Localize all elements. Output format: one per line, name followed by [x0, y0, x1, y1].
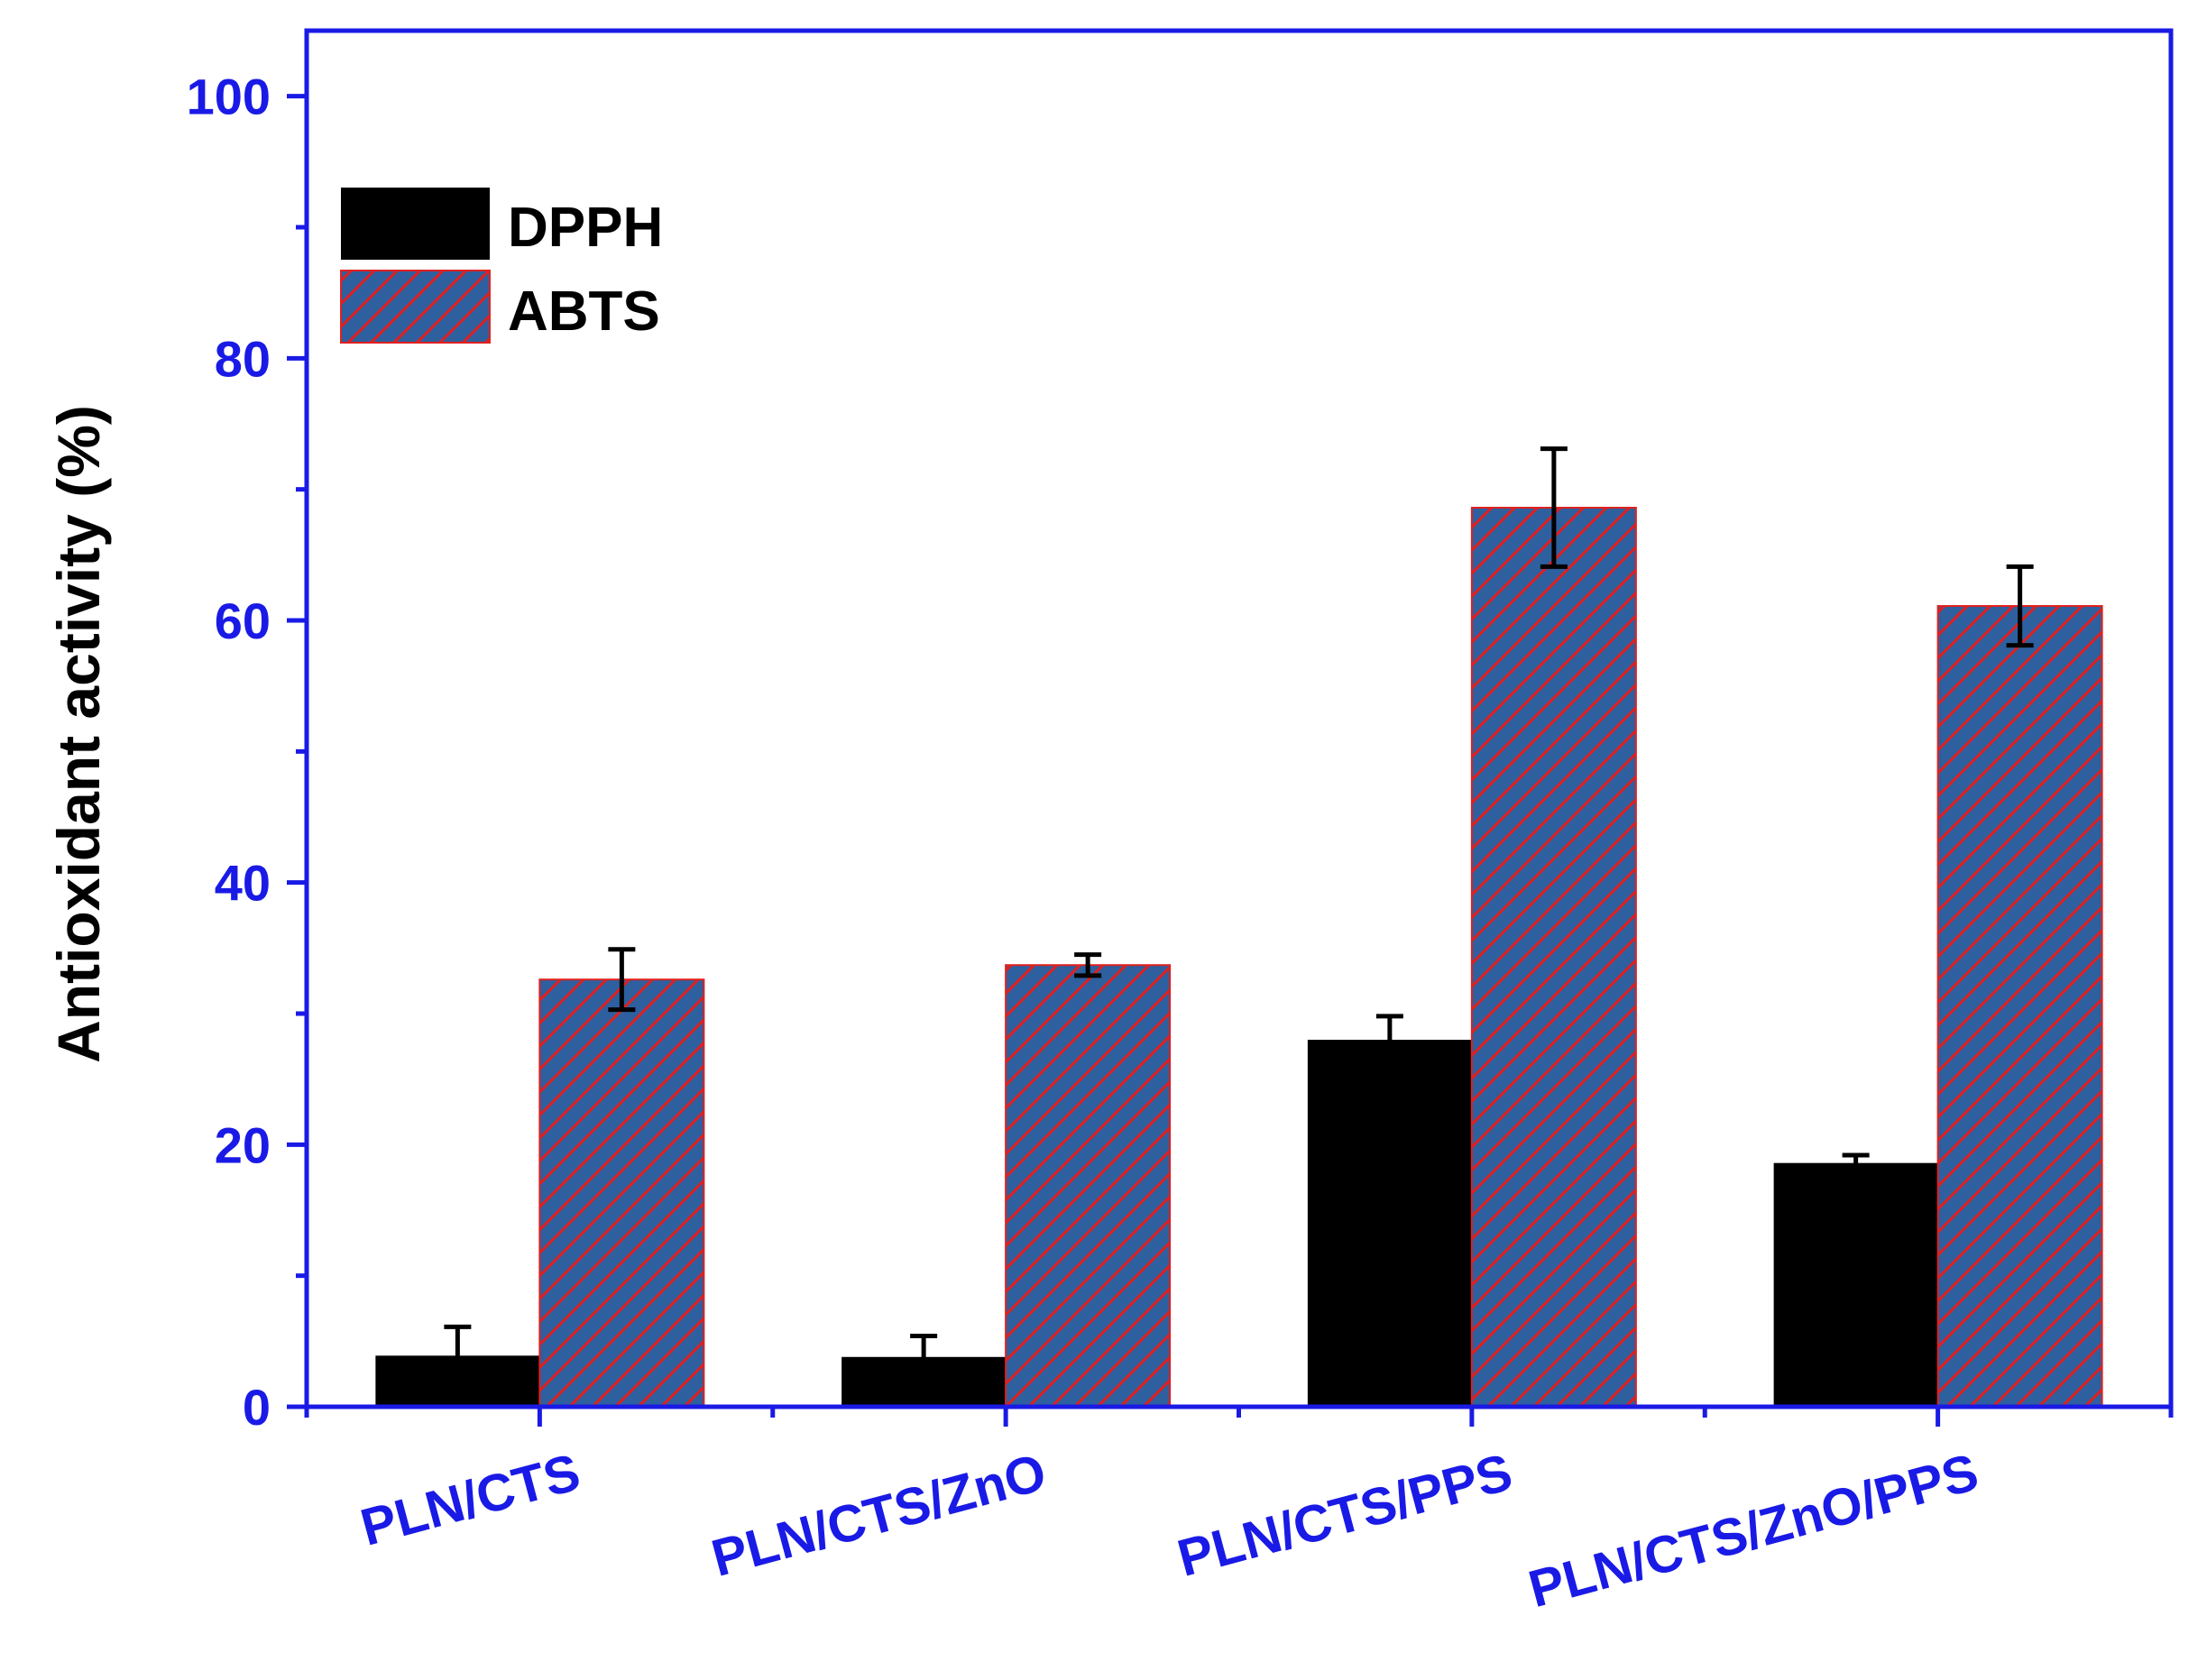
bar-dpph-4	[1773, 1162, 1938, 1407]
bar-abts-2	[1005, 964, 1172, 1409]
legend-label-abts: ABTS	[508, 280, 660, 343]
x-tick-label: PLN/CTS/ZnO	[705, 1443, 1052, 1588]
y-axis-title: Antioxidant activity (%)	[45, 405, 112, 1063]
legend: DPPH ABTS	[340, 188, 663, 344]
x-tick-label: PLN/CTS/PPS	[1172, 1443, 1518, 1588]
y-axis-tick-labels: 0 20 40 60 80 100	[187, 69, 271, 1436]
x-tick-label: PLN/CTS	[354, 1443, 585, 1557]
bars-layer	[375, 507, 2103, 1409]
y-tick-label: 0	[243, 1379, 271, 1436]
legend-swatch-abts	[340, 270, 491, 344]
y-tick-label: 100	[187, 69, 271, 125]
y-axis-ticks	[287, 94, 307, 1409]
bar-abts-3	[1470, 507, 1637, 1408]
bar-abts-1	[538, 978, 705, 1409]
y-tick-label: 60	[215, 592, 271, 649]
x-axis-ticks	[304, 1407, 2174, 1427]
y-tick-label: 40	[215, 855, 271, 912]
x-axis-category-labels: PLN/CTS PLN/CTS/ZnO PLN/CTS/PPS PLN/CTS/ZnO…	[354, 1443, 1984, 1619]
y-tick-label: 20	[215, 1116, 271, 1173]
bar-abts-4	[1936, 605, 2103, 1408]
x-tick-label: PLN/CTS/ZnO/PPS	[1522, 1443, 1984, 1619]
y-tick-label: 80	[215, 330, 271, 387]
legend-swatch-dpph	[341, 188, 490, 260]
bar-dpph-3	[1307, 1040, 1472, 1407]
legend-label-dpph: DPPH	[508, 197, 663, 259]
error-bars-layer	[444, 446, 2034, 1387]
